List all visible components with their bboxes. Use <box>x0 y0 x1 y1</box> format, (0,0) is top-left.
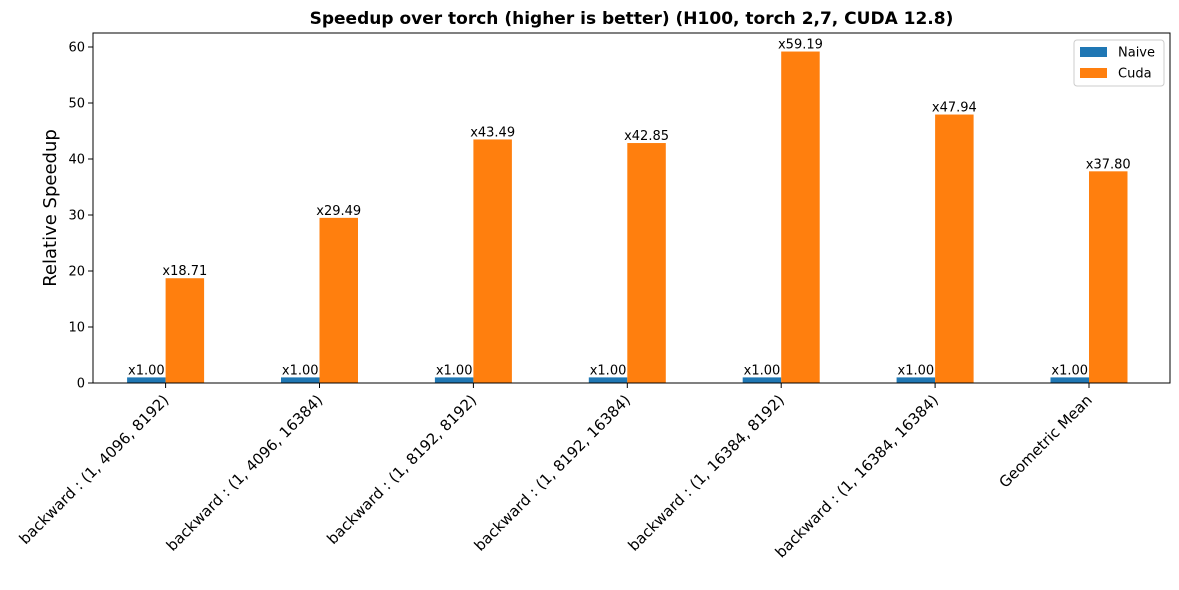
bar-cuda <box>627 143 666 383</box>
bar-cuda <box>319 217 358 383</box>
bars <box>127 51 1128 383</box>
bar-cuda <box>165 278 205 383</box>
data-label-cuda: x29.49 <box>316 204 361 219</box>
data-label-naive: x1.00 <box>744 363 781 378</box>
x-axis-ticks: backward : (1, 4096, 8192)backward : (1,… <box>16 383 1096 561</box>
data-label-cuda: x37.80 <box>1086 157 1131 172</box>
y-tick-label: 60 <box>68 41 85 56</box>
y-tick-label: 0 <box>77 377 85 392</box>
x-tick-label: backward : (1, 8192, 16384) <box>471 391 635 555</box>
legend: Naive Cuda <box>1073 39 1165 87</box>
y-axis-ticks: 0 10 20 30 40 50 60 <box>68 41 93 392</box>
data-label-cuda: x18.71 <box>162 264 207 279</box>
data-labels: x1.00 x18.71 x1.00 x29.49 x1.00 x43.49 x1.00 x4… <box>128 38 1131 379</box>
data-label-cuda: x47.94 <box>932 101 977 116</box>
y-tick-label: 20 <box>68 265 85 280</box>
data-label-naive: x1.00 <box>282 363 319 378</box>
legend-swatch-naive <box>1080 47 1107 57</box>
bar-naive <box>281 377 320 383</box>
bar-naive <box>1050 377 1089 383</box>
data-label-naive: x1.00 <box>898 363 935 378</box>
x-tick-label: Geometric Mean <box>995 391 1095 491</box>
plot-area-frame <box>92 32 1171 384</box>
data-label-cuda: x42.85 <box>624 129 669 144</box>
data-label-naive: x1.00 <box>436 363 473 378</box>
data-label-naive: x1.00 <box>1051 363 1088 378</box>
legend-swatch-cuda <box>1080 68 1107 78</box>
y-tick-label: 40 <box>68 153 85 168</box>
x-tick-label: backward : (1, 8192, 8192) <box>323 391 480 548</box>
y-tick-label: 10 <box>68 321 85 336</box>
x-tick-label: backward : (1, 4096, 16384) <box>163 391 327 555</box>
x-tick-label: backward : (1, 16384, 8192) <box>624 391 788 555</box>
x-tick-label: backward : (1, 4096, 8192) <box>16 391 173 548</box>
bar-naive <box>896 377 936 383</box>
data-label-cuda: x43.49 <box>470 125 515 140</box>
chart-title: Speedup over torch (higher is better) (H… <box>310 9 954 29</box>
y-tick-label: 30 <box>68 209 85 224</box>
legend-label-cuda: Cuda <box>1118 67 1152 82</box>
bar-cuda <box>473 139 512 383</box>
x-tick-label: backward : (1, 16384, 16384) <box>772 391 942 561</box>
bar-naive <box>588 377 628 383</box>
bar-cuda <box>781 51 820 383</box>
data-label-cuda: x59.19 <box>778 38 823 53</box>
y-tick-label: 50 <box>68 97 85 112</box>
data-label-naive: x1.00 <box>590 363 627 378</box>
bar-naive <box>434 377 474 383</box>
legend-label-naive: Naive <box>1118 46 1155 61</box>
bar-naive <box>127 377 166 383</box>
bar-cuda <box>935 114 974 383</box>
y-axis-label: Relative Speedup <box>40 129 61 287</box>
bar-cuda <box>1089 171 1128 383</box>
data-label-naive: x1.00 <box>128 363 165 378</box>
bar-naive <box>742 377 782 383</box>
